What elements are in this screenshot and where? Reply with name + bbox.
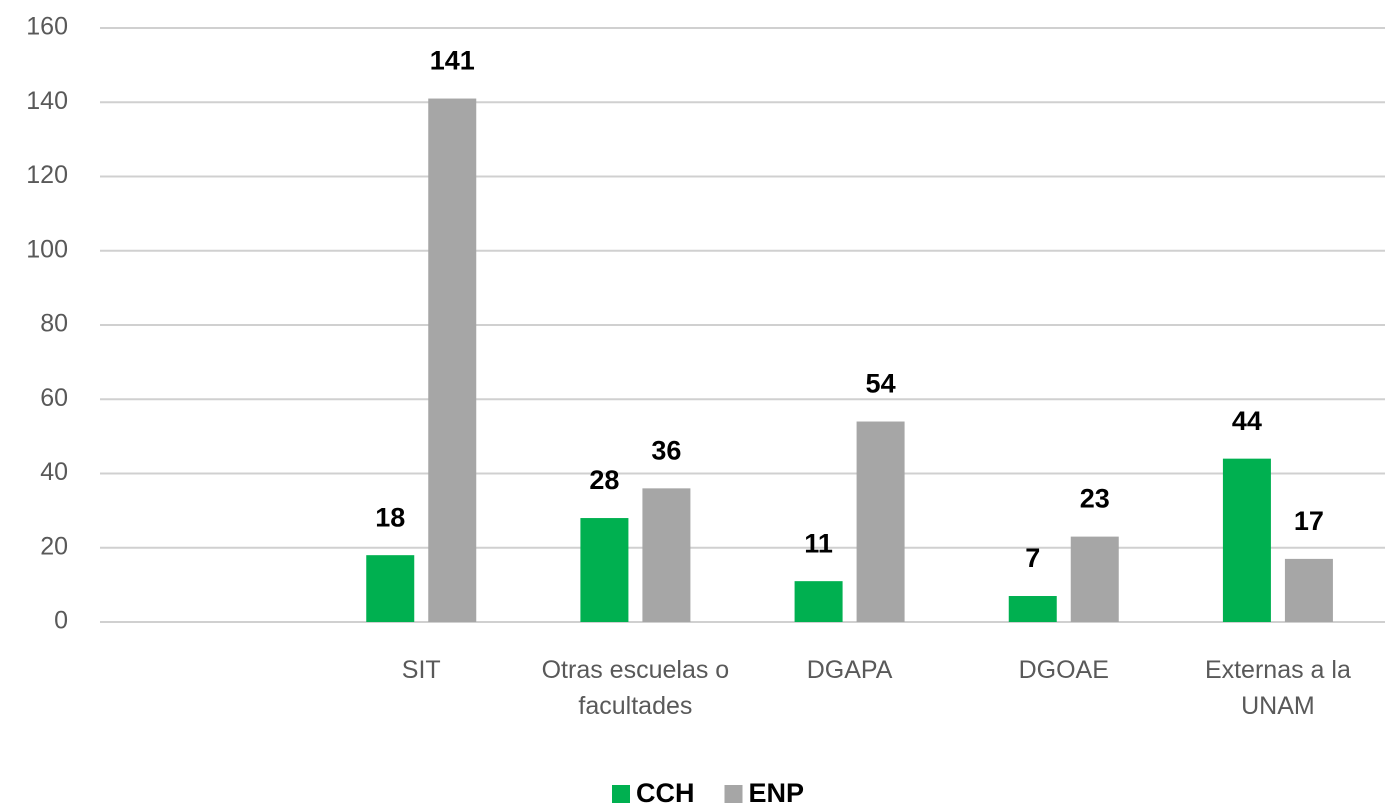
legend-label: ENP <box>749 778 805 808</box>
x-tick-label: DGAPA <box>806 656 893 684</box>
data-label: 28 <box>589 465 619 495</box>
y-tick-label: 20 <box>40 532 68 560</box>
y-tick-label: 0 <box>54 607 68 635</box>
data-label: 18 <box>375 502 405 532</box>
data-label: 141 <box>430 46 475 76</box>
y-tick-label: 160 <box>26 13 68 41</box>
x-tick-label: DGOAE <box>1018 656 1109 684</box>
bar <box>1222 458 1271 622</box>
x-tick-label: Externas a la UNAM <box>1204 656 1351 720</box>
bar <box>1070 536 1119 622</box>
data-label: 23 <box>1080 484 1110 514</box>
y-tick-label: 140 <box>26 87 68 115</box>
data-label: 11 <box>804 528 833 558</box>
y-tick-label: 60 <box>40 384 68 412</box>
data-label: 7 <box>1025 543 1040 573</box>
bar <box>366 555 415 622</box>
y-tick-label: 80 <box>40 310 68 338</box>
legend-swatch <box>724 785 743 803</box>
bar <box>428 98 477 623</box>
legend-label: CCH <box>636 778 695 808</box>
y-tick-label: 120 <box>26 161 68 189</box>
data-label: 36 <box>651 435 681 465</box>
legend-swatch <box>612 785 630 803</box>
bar <box>1284 558 1333 622</box>
data-label: 17 <box>1294 506 1324 536</box>
data-label: 44 <box>1232 406 1262 436</box>
x-tick-label: SIT <box>401 656 441 684</box>
y-tick-label: 40 <box>40 458 68 486</box>
bar <box>642 488 691 622</box>
x-tick-label: Otras escuelas o facultades <box>541 656 730 720</box>
bar <box>794 581 843 622</box>
bar <box>856 421 905 622</box>
y-tick-label: 100 <box>26 235 68 263</box>
bar <box>580 518 629 622</box>
bar <box>1008 596 1057 622</box>
data-label: 54 <box>866 369 896 399</box>
